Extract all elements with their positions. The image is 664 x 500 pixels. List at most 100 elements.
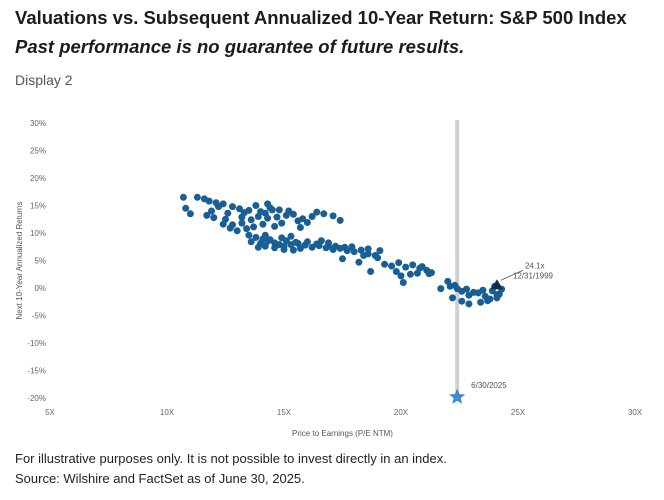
reference-line-label: 6/30/2025 bbox=[471, 381, 507, 390]
data-point bbox=[399, 279, 407, 286]
data-point bbox=[463, 285, 470, 293]
x-axis-label: Price to Earnings (P/E NTM) bbox=[292, 429, 393, 438]
data-point bbox=[238, 219, 246, 227]
y-tick-label: -15% bbox=[27, 367, 46, 376]
star-icon bbox=[449, 388, 466, 404]
data-point bbox=[224, 209, 232, 217]
data-point bbox=[203, 211, 211, 219]
data-point bbox=[264, 214, 272, 222]
data-point bbox=[271, 222, 279, 230]
data-point bbox=[329, 212, 337, 220]
data-point bbox=[250, 223, 258, 231]
x-tick-label: 25X bbox=[511, 408, 526, 417]
data-point bbox=[179, 193, 187, 201]
data-point bbox=[381, 260, 389, 268]
footnote-illustrative: For illustrative purposes only. It is no… bbox=[15, 451, 447, 466]
data-point bbox=[397, 272, 405, 280]
scatter-chart: 30% 25% 20% 15% 10% 5% 0% -5% -10% -15% -20% 5X 10X… bbox=[15, 119, 643, 438]
y-tick-label: -10% bbox=[27, 339, 46, 348]
data-point bbox=[229, 203, 236, 211]
y-tick-label: 10% bbox=[30, 229, 46, 238]
data-point bbox=[477, 298, 485, 306]
data-point bbox=[285, 207, 293, 215]
chart-subtitle: Past performance is no guarantee of futu… bbox=[15, 36, 465, 57]
triangle-marker-icon bbox=[490, 279, 503, 290]
data-point bbox=[247, 216, 255, 224]
data-point bbox=[236, 205, 243, 213]
data-point bbox=[233, 227, 241, 235]
data-point bbox=[252, 202, 260, 209]
data-point bbox=[451, 281, 459, 289]
data-point bbox=[219, 220, 227, 228]
data-point bbox=[444, 277, 452, 285]
data-point bbox=[348, 243, 356, 251]
y-tick-label: 5% bbox=[34, 257, 46, 266]
data-point bbox=[254, 243, 262, 251]
reference-line bbox=[455, 120, 460, 398]
y-tick-label: 30% bbox=[30, 119, 46, 128]
data-point bbox=[484, 297, 492, 305]
x-tick-label: 5X bbox=[45, 408, 55, 417]
data-point bbox=[357, 246, 365, 254]
y-tick-label: 15% bbox=[30, 202, 46, 211]
data-point bbox=[374, 254, 382, 262]
data-point bbox=[210, 214, 218, 222]
data-point bbox=[280, 246, 288, 253]
data-point bbox=[296, 244, 304, 252]
data-point bbox=[406, 270, 414, 278]
data-point bbox=[273, 213, 281, 221]
data-point bbox=[336, 216, 344, 224]
data-point bbox=[479, 286, 487, 294]
y-axis-label: Next 10-Year Annualized Returns bbox=[15, 202, 24, 320]
data-point bbox=[271, 244, 279, 252]
data-point bbox=[360, 252, 368, 259]
data-point bbox=[261, 231, 269, 239]
data-point bbox=[193, 193, 201, 201]
data-point bbox=[367, 268, 375, 275]
annotation-pe: 24.1x bbox=[525, 261, 545, 270]
data-point bbox=[247, 238, 255, 246]
data-point bbox=[278, 234, 286, 242]
data-point bbox=[243, 225, 251, 233]
data-point bbox=[259, 220, 267, 228]
display-label: Display 2 bbox=[15, 72, 73, 88]
data-point bbox=[308, 213, 316, 220]
y-tick-label: 25% bbox=[30, 147, 46, 156]
x-axis-ticks: 5X 10X 15X 20X 25X 30X bbox=[45, 408, 643, 417]
data-point bbox=[388, 262, 396, 270]
data-point bbox=[254, 213, 262, 220]
footnote-source: Source: Wilshire and FactSet as of June … bbox=[15, 471, 305, 486]
data-point bbox=[339, 255, 346, 263]
data-point bbox=[275, 206, 283, 214]
data-point bbox=[182, 204, 190, 212]
x-tick-label: 10X bbox=[160, 408, 175, 417]
data-point bbox=[294, 217, 302, 225]
data-point bbox=[409, 261, 417, 269]
data-point bbox=[238, 213, 246, 221]
data-point bbox=[317, 237, 325, 245]
y-tick-label: 20% bbox=[30, 174, 46, 183]
data-point bbox=[313, 208, 321, 216]
data-point bbox=[186, 210, 194, 218]
data-point bbox=[303, 219, 311, 226]
data-points bbox=[179, 193, 506, 308]
y-axis-ticks: 30% 25% 20% 15% 10% 5% 0% -5% -10% -15% -20% bbox=[27, 119, 46, 403]
data-point bbox=[395, 259, 403, 267]
data-point bbox=[296, 224, 304, 231]
data-point bbox=[205, 197, 213, 205]
data-point bbox=[266, 204, 274, 212]
data-point bbox=[278, 219, 286, 227]
data-point bbox=[292, 238, 300, 246]
data-point bbox=[449, 294, 456, 302]
data-point bbox=[287, 232, 295, 240]
data-point bbox=[341, 243, 349, 251]
data-point bbox=[458, 297, 466, 305]
data-point bbox=[418, 263, 426, 271]
data-point bbox=[355, 258, 363, 266]
x-tick-label: 15X bbox=[277, 408, 292, 417]
data-point bbox=[289, 246, 297, 254]
data-point bbox=[437, 285, 445, 293]
data-point bbox=[303, 238, 311, 246]
annotation-date: 12/31/1999 bbox=[513, 271, 554, 280]
data-point bbox=[425, 270, 433, 278]
